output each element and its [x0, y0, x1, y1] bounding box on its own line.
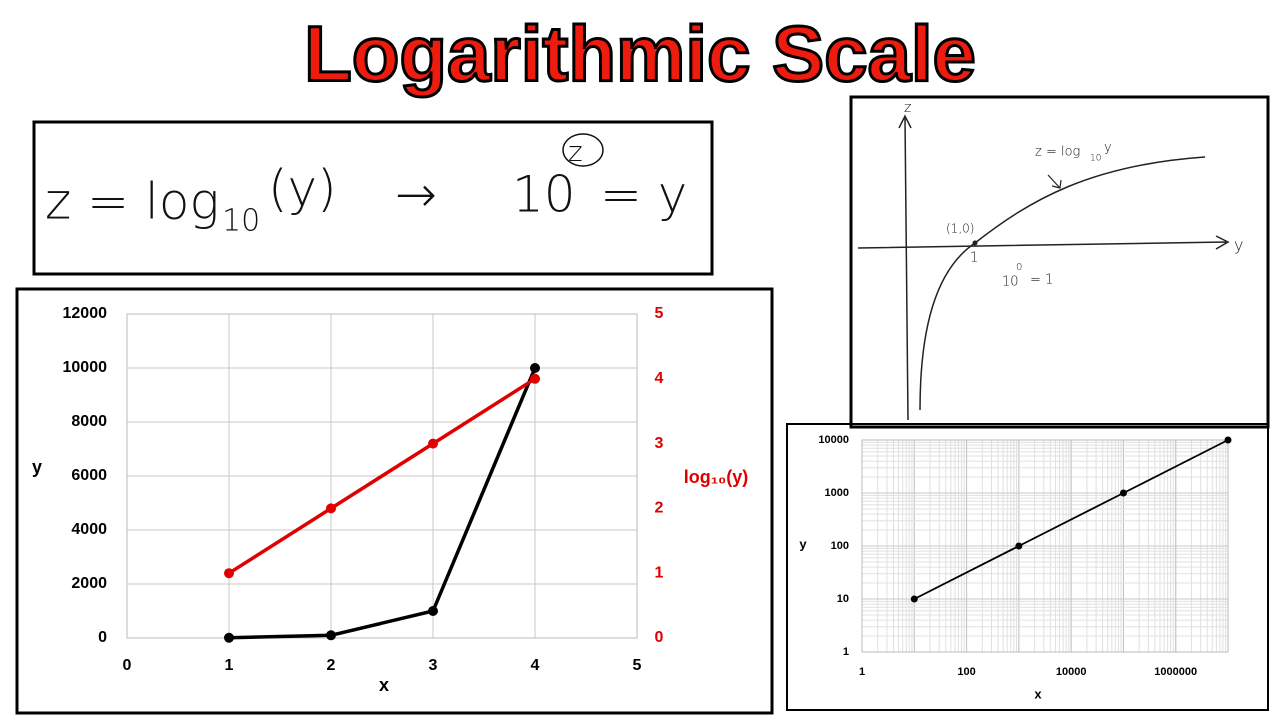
y-tick-label: 8000 [71, 413, 107, 430]
sketch-point-label: (1,0) [946, 222, 974, 236]
series-line [228, 367, 537, 640]
y2-tick-label: 1 [655, 564, 664, 581]
series-line [228, 377, 536, 575]
y-tick-label: 10000 [63, 359, 108, 376]
y-tick-label: 1000 [825, 487, 849, 499]
x-tick-label: 4 [531, 657, 540, 674]
y2-tick-label: 4 [655, 370, 664, 387]
y-tick-label: 6000 [71, 467, 107, 484]
y-tick-label: 12000 [63, 305, 108, 322]
sketch-note-exp: 0 [1016, 262, 1022, 273]
data-point [1224, 436, 1232, 444]
y-tick-label: 2000 [71, 575, 107, 592]
plot-border [861, 439, 1229, 653]
x-axis-label: x [379, 675, 389, 695]
sketch-z-label: z [904, 100, 911, 116]
exp-circle [562, 133, 604, 167]
y2-tick-label: 0 [655, 629, 664, 646]
chart-frame [15, 287, 774, 715]
y-tick-label: 10000 [818, 434, 849, 446]
data-point [530, 373, 540, 384]
data-point [326, 630, 336, 641]
equation-arrow: → [395, 166, 437, 224]
data-point [224, 568, 234, 579]
y-tick-label: 1 [843, 646, 849, 658]
data-point [428, 438, 438, 449]
data-point [1119, 489, 1127, 497]
y-tick-label: 0 [98, 629, 107, 646]
x-tick-label: 100 [957, 666, 975, 678]
equation-lhs-arg: (y) [268, 160, 337, 218]
equation-box [32, 120, 714, 276]
x-tick-label: 3 [429, 657, 438, 674]
y-axis-label: y [799, 536, 807, 551]
sketch-y-label: y [1234, 236, 1243, 255]
equation-lhs-sub: 10 [222, 204, 260, 239]
data-point [326, 503, 336, 514]
sketch-curve-label-sub: 10 [1090, 154, 1101, 164]
data-point [428, 606, 438, 616]
x-tick-label: 1 [859, 666, 865, 678]
sketch-y-axis [857, 235, 1230, 250]
sketch-curve-label: z = log [1035, 145, 1080, 160]
series-line [913, 439, 1229, 600]
x-tick-label: 0 [123, 657, 132, 674]
plot-border [126, 313, 638, 639]
x-tick-label: 2 [327, 657, 336, 674]
y2-tick-label: 3 [655, 435, 664, 452]
equation-lhs: z = log [45, 173, 219, 231]
sketch-note-end: = 1 [1030, 273, 1053, 288]
equation-rhs-base: 10 [512, 166, 576, 224]
equation-rhs-end: = y [600, 166, 687, 224]
data-point [910, 595, 918, 603]
sketch-point-x: 1 [970, 251, 978, 266]
log-chart-frame [786, 423, 1269, 711]
x-tick-label: 5 [633, 657, 642, 674]
sketch-note-base: 10 [1002, 275, 1019, 290]
data-point [1015, 542, 1023, 550]
y2-tick-label: 5 [655, 305, 664, 322]
y-tick-label: 10 [837, 593, 849, 605]
y-tick-label: 100 [831, 540, 849, 552]
sketch-box [849, 95, 1270, 429]
y2-tick-label: 2 [655, 500, 664, 517]
y2-axis-label: log₁₀(y) [684, 467, 749, 487]
data-point [530, 363, 540, 373]
x-axis-label: x [1034, 686, 1042, 701]
sketch-z-axis [898, 114, 912, 421]
x-tick-label: 10000 [1056, 666, 1087, 678]
x-tick-label: 1000000 [1154, 666, 1197, 678]
y-axis-label: y [32, 457, 42, 477]
title: Logarithmic Scale [304, 10, 976, 98]
sketch-pointer [1047, 174, 1062, 189]
sketch-curve-label-arg: y [1104, 141, 1112, 156]
x-tick-label: 1 [225, 657, 234, 674]
equation-rhs-exp: z [568, 135, 583, 168]
data-point [224, 632, 234, 643]
sketch-point [972, 240, 978, 246]
y-tick-label: 4000 [71, 521, 107, 538]
